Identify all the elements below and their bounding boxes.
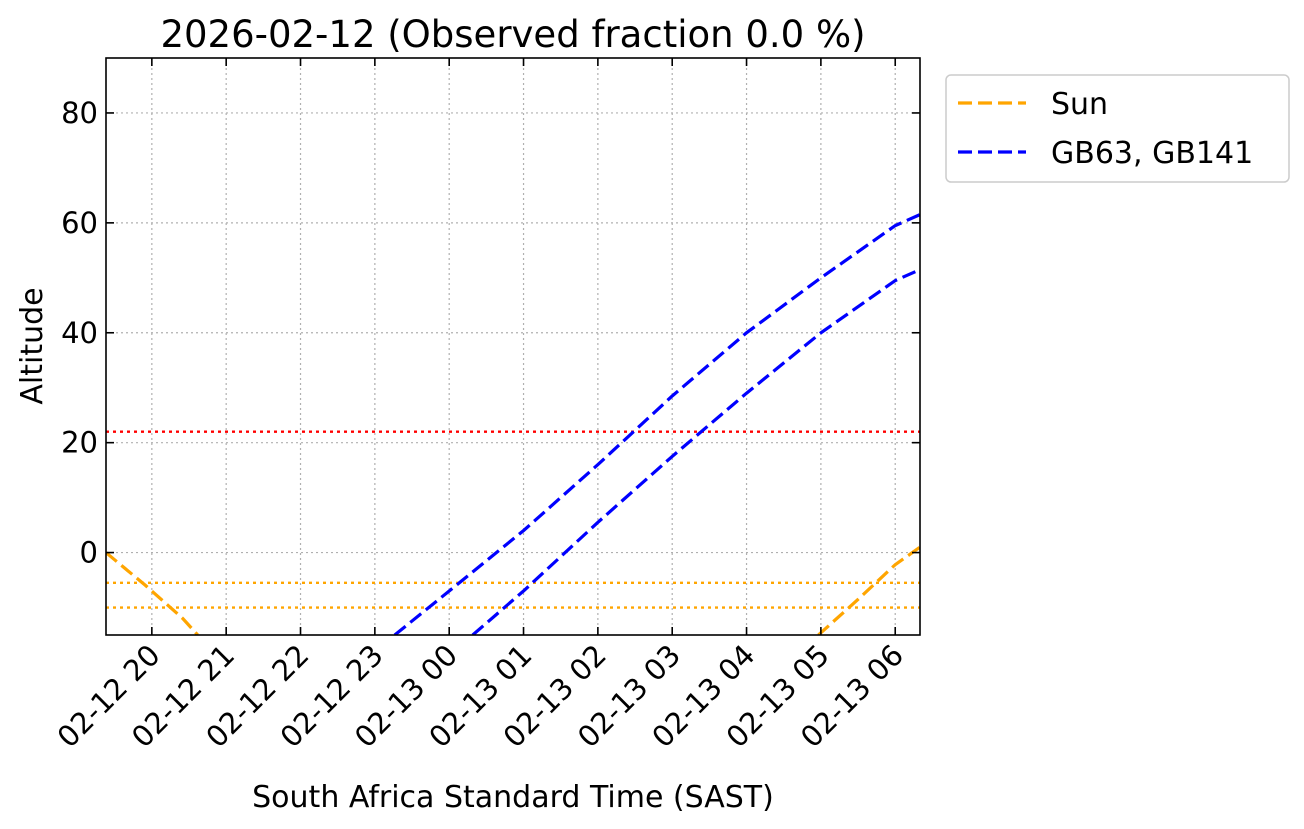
y-tick-label: 0 bbox=[80, 536, 98, 570]
y-tick-label: 20 bbox=[61, 426, 98, 460]
series-line-sun bbox=[106, 551, 199, 635]
reference-lines bbox=[106, 430, 920, 609]
axis-ticks bbox=[106, 58, 920, 635]
legend: Sun GB63, GB141 bbox=[945, 74, 1290, 183]
legend-label: Sun bbox=[1051, 87, 1108, 122]
series-line-gb141 bbox=[471, 268, 920, 635]
chart-title: 2026-02-12 (Observed fraction 0.0 %) bbox=[160, 13, 865, 56]
y-tick-label: 40 bbox=[61, 316, 98, 350]
plot-frame bbox=[105, 57, 921, 636]
y-tick-label: 60 bbox=[61, 206, 98, 240]
series-lines bbox=[106, 213, 920, 635]
y-tick-labels: 0 20 40 60 80 bbox=[61, 96, 98, 570]
y-axis-label: Altitude bbox=[15, 287, 50, 404]
series-line-gb63 bbox=[393, 213, 920, 635]
y-tick-label: 80 bbox=[61, 96, 98, 130]
x-axis-label: South Africa Standard Time (SAST) bbox=[252, 780, 774, 815]
legend-box bbox=[945, 74, 1290, 183]
grid bbox=[106, 58, 920, 635]
series-line-sun bbox=[817, 545, 920, 635]
legend-label: GB63, GB141 bbox=[1051, 136, 1253, 171]
